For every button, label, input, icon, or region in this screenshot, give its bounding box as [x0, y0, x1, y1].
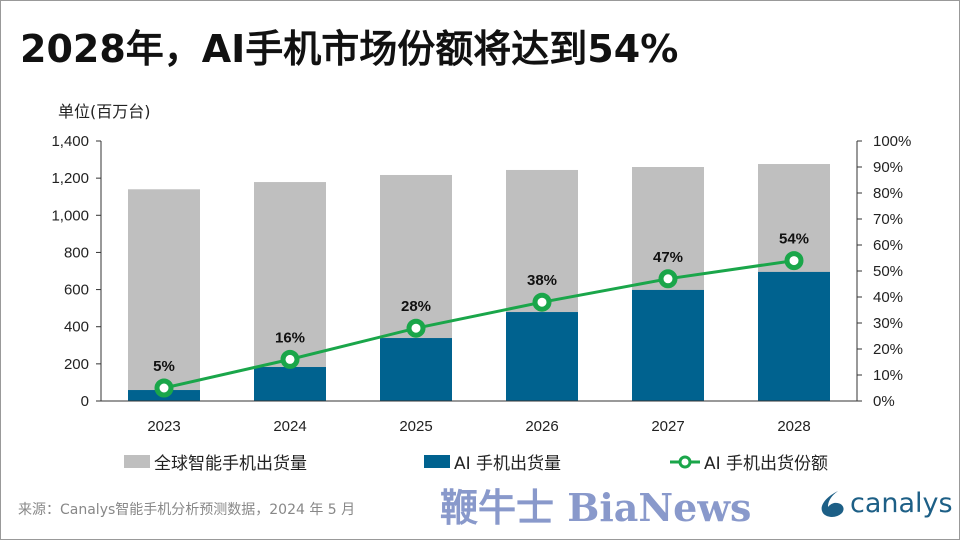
share-data-label: 54%	[779, 231, 809, 248]
right-tick-label: 30%	[873, 315, 903, 332]
legend-label-share: AI 手机出货份额	[704, 454, 829, 474]
left-tick-label: 1,400	[51, 133, 89, 150]
right-tick-label: 60%	[873, 237, 903, 254]
left-tick-label: 1,000	[51, 207, 89, 224]
canalys-logo-icon	[821, 490, 844, 517]
x-tick-label: 2028	[777, 418, 810, 435]
total-shipment-bar	[128, 189, 200, 401]
legend-item-share: AI 手机出货份额	[670, 449, 828, 474]
ai-shipment-bar	[632, 289, 704, 401]
x-tick-label: 2026	[525, 418, 558, 435]
legend-swatch-total	[124, 455, 150, 468]
share-data-label: 38%	[527, 272, 557, 289]
share-line	[163, 259, 795, 390]
page-title: 2028年，AI手机市场份额将达到54%	[20, 27, 679, 71]
left-tick-label: 800	[64, 244, 89, 261]
watermark: 鞭牛士 BiaNews	[440, 485, 752, 530]
share-data-label: 5%	[153, 358, 175, 375]
share-point	[406, 318, 426, 338]
right-tick-label: 40%	[873, 289, 903, 306]
canalys-logo-text: canalys	[850, 488, 953, 519]
right-tick-label: 50%	[873, 263, 903, 280]
right-tick-label: 70%	[873, 211, 903, 228]
legend-item-ai: AI 手机出货量	[424, 449, 561, 474]
ai-shipment-bar	[506, 312, 578, 401]
left-tick-label: 200	[64, 356, 89, 373]
right-tick-label: 10%	[873, 367, 903, 384]
right-tick-label: 90%	[873, 159, 903, 176]
x-tick-label: 2027	[651, 418, 684, 435]
right-tick-label: 20%	[873, 341, 903, 358]
x-tick-label: 2024	[273, 418, 306, 435]
legend-line-marker-icon	[670, 455, 700, 468]
right-tick-label: 0%	[873, 393, 895, 410]
share-point	[532, 292, 552, 312]
canalys-logo: canalys	[818, 488, 953, 519]
legend-swatch-ai	[424, 455, 450, 468]
left-tick-label: 400	[64, 319, 89, 336]
right-tick-label: 80%	[873, 185, 903, 202]
left-tick-label: 600	[64, 282, 89, 299]
share-point	[784, 251, 804, 271]
left-tick-label: 1,200	[51, 170, 89, 187]
legend-item-total: 全球智能手机出货量	[124, 449, 307, 474]
x-tick-label: 2023	[147, 418, 180, 435]
y-axis-unit-label: 单位(百万台)	[58, 102, 151, 121]
ai-shipment-bar	[254, 367, 326, 401]
legend-label-total: 全球智能手机出货量	[154, 454, 307, 474]
share-point	[658, 269, 678, 289]
share-point	[154, 378, 174, 398]
right-tick-label: 100%	[873, 133, 911, 150]
ai-shipment-bar	[758, 271, 830, 401]
x-tick-label: 2025	[399, 418, 432, 435]
share-data-label: 16%	[275, 329, 305, 346]
legend-label-ai: AI 手机出货量	[454, 454, 562, 474]
share-data-label: 47%	[653, 249, 683, 266]
ai-shipment-bar	[380, 338, 452, 401]
share-point	[280, 349, 300, 369]
left-tick-label: 0	[81, 393, 89, 410]
source-note: 来源：Canalys智能手机分析预测数据，2024 年 5 月	[18, 502, 356, 518]
share-data-label: 28%	[401, 298, 431, 315]
